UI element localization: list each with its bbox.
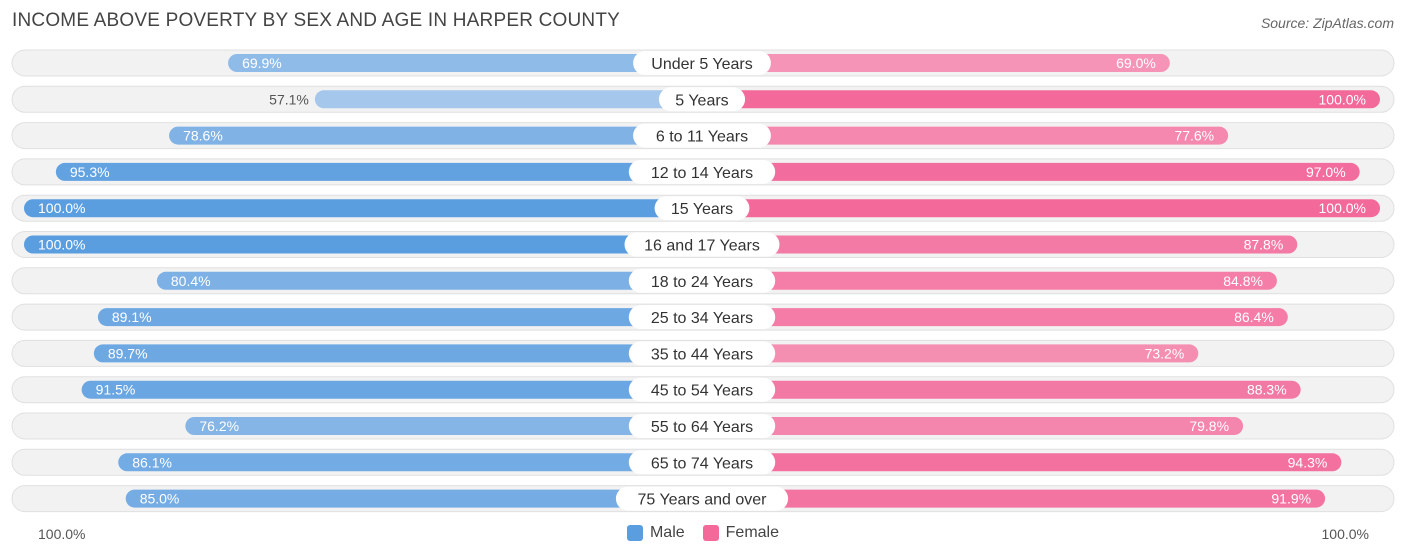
legend-label-male: Male xyxy=(649,524,685,541)
female-bar xyxy=(702,90,1380,109)
axis-right-label: 100.0% xyxy=(1321,526,1369,542)
male-value-label: 91.5% xyxy=(96,382,136,398)
female-bar xyxy=(702,489,1326,508)
male-bar xyxy=(156,271,702,290)
female-value-label: 100.0% xyxy=(1319,91,1366,107)
legend-label-female: Female xyxy=(725,524,780,541)
category-pill xyxy=(633,123,771,148)
category-pill xyxy=(633,51,771,75)
category-pill xyxy=(628,450,776,475)
male-bar xyxy=(24,199,702,218)
category-pill xyxy=(628,159,776,184)
male-bar xyxy=(185,417,702,435)
female-bar xyxy=(702,54,1170,72)
female-bar xyxy=(702,199,1380,218)
female-value-label: 91.9% xyxy=(1271,491,1311,507)
category-pill xyxy=(628,414,776,438)
female-value-label: 100.0% xyxy=(1319,200,1366,216)
male-value-label: 57.1% xyxy=(269,91,309,107)
category-pill xyxy=(628,377,776,402)
female-bar xyxy=(702,126,1229,145)
category-label: 15 Years xyxy=(671,201,733,218)
male-value-label: 100.0% xyxy=(38,200,85,216)
male-bar xyxy=(228,54,702,72)
category-label: 45 to 54 Years xyxy=(651,383,753,400)
category-label: 65 to 74 Years xyxy=(651,455,753,472)
male-value-label: 78.6% xyxy=(183,128,223,144)
category-label: 75 Years and over xyxy=(638,492,768,509)
female-value-label: 97.0% xyxy=(1306,164,1346,180)
source-label: Source: ZipAtlas.com xyxy=(1260,15,1394,31)
male-bar xyxy=(81,380,702,399)
axis-left-label: 100.0% xyxy=(38,526,86,542)
male-bar xyxy=(118,453,702,472)
female-value-label: 88.3% xyxy=(1247,382,1287,398)
male-bar xyxy=(125,489,702,508)
female-value-label: 79.8% xyxy=(1189,418,1229,434)
category-label: 35 to 44 Years xyxy=(651,346,753,363)
category-label: 5 Years xyxy=(675,92,728,109)
male-value-label: 89.7% xyxy=(108,345,148,361)
male-value-label: 76.2% xyxy=(199,418,239,434)
male-value-label: 85.0% xyxy=(140,491,180,507)
male-value-label: 89.1% xyxy=(112,309,152,325)
category-label: 55 to 64 Years xyxy=(651,419,753,436)
male-bar xyxy=(24,235,702,254)
male-bar xyxy=(169,126,703,145)
male-value-label: 95.3% xyxy=(70,164,110,180)
male-bar xyxy=(97,308,703,327)
male-bar xyxy=(314,90,702,109)
category-label: 25 to 34 Years xyxy=(651,310,753,327)
category-pill xyxy=(654,196,750,221)
male-value-label: 80.4% xyxy=(171,273,211,289)
category-label: 18 to 24 Years xyxy=(651,274,753,291)
category-label: 12 to 14 Years xyxy=(651,165,753,182)
female-value-label: 77.6% xyxy=(1174,128,1214,144)
category-pill xyxy=(624,232,780,257)
female-bar xyxy=(702,162,1360,181)
category-pill xyxy=(658,87,746,112)
chart-title: INCOME ABOVE POVERTY BY SEX AND AGE IN H… xyxy=(12,10,621,31)
category-label: Under 5 Years xyxy=(651,56,752,73)
legend-item-male[interactable]: Male xyxy=(626,524,685,542)
female-value-label: 87.8% xyxy=(1244,237,1284,253)
female-value-label: 86.4% xyxy=(1234,309,1274,325)
female-bar xyxy=(702,308,1288,327)
male-bar xyxy=(55,162,702,181)
female-bar xyxy=(702,271,1277,290)
male-bar xyxy=(93,344,703,363)
female-value-label: 73.2% xyxy=(1145,345,1185,361)
category-pill xyxy=(628,268,776,293)
female-value-label: 84.8% xyxy=(1223,273,1263,289)
category-label: 16 and 17 Years xyxy=(644,238,760,255)
category-pill xyxy=(628,341,776,366)
male-value-label: 100.0% xyxy=(38,237,85,253)
female-value-label: 94.3% xyxy=(1288,454,1328,470)
female-bar xyxy=(702,453,1342,472)
legend-swatch-female xyxy=(702,525,719,541)
legend: Male Female xyxy=(0,524,1406,542)
category-pill xyxy=(615,486,789,511)
category-label: 6 to 11 Years xyxy=(656,129,748,146)
diverging-bar-chart: 69.9% 69.0% Under 5 Years 57.1% 100.0% 5 Year… xyxy=(11,49,1395,513)
male-value-label: 86.1% xyxy=(132,454,172,470)
legend-item-female[interactable]: Female xyxy=(702,524,780,542)
female-bar xyxy=(702,417,1244,435)
female-bar xyxy=(702,380,1301,399)
female-bar xyxy=(702,344,1199,363)
category-pill xyxy=(628,305,776,330)
legend-swatch-male xyxy=(626,525,643,541)
male-value-label: 69.9% xyxy=(242,55,282,71)
female-bar xyxy=(702,235,1298,254)
female-value-label: 69.0% xyxy=(1116,55,1156,71)
